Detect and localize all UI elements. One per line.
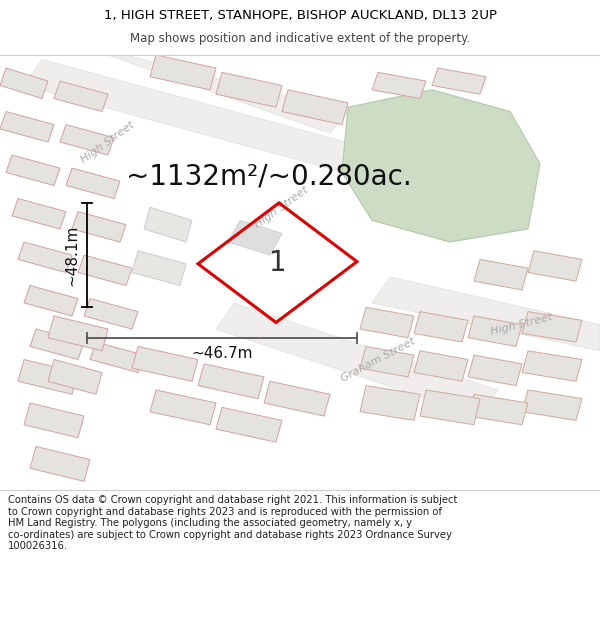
Polygon shape	[54, 81, 108, 111]
Polygon shape	[24, 403, 84, 437]
Polygon shape	[216, 408, 282, 442]
Polygon shape	[150, 390, 216, 425]
Text: Graham Street: Graham Street	[339, 336, 417, 383]
Polygon shape	[0, 68, 48, 99]
Polygon shape	[198, 364, 264, 399]
Polygon shape	[468, 316, 522, 346]
Polygon shape	[468, 355, 522, 386]
Polygon shape	[282, 90, 348, 124]
Polygon shape	[468, 394, 528, 425]
Polygon shape	[360, 308, 414, 338]
Polygon shape	[414, 312, 468, 342]
Bar	[0, 0, 600, 55]
Polygon shape	[24, 286, 78, 316]
Polygon shape	[108, 55, 348, 133]
Polygon shape	[132, 346, 198, 381]
Polygon shape	[48, 316, 108, 351]
Polygon shape	[84, 299, 138, 329]
Polygon shape	[420, 390, 480, 425]
Polygon shape	[522, 312, 582, 342]
Polygon shape	[360, 346, 414, 377]
Polygon shape	[18, 242, 72, 272]
Polygon shape	[414, 351, 468, 381]
Polygon shape	[522, 390, 582, 421]
Polygon shape	[0, 111, 54, 142]
Text: 1, HIGH STREET, STANHOPE, BISHOP AUCKLAND, DL13 2UP: 1, HIGH STREET, STANHOPE, BISHOP AUCKLAN…	[104, 9, 497, 22]
Polygon shape	[18, 359, 78, 394]
Polygon shape	[30, 446, 90, 481]
Text: ~1132m²/~0.280ac.: ~1132m²/~0.280ac.	[126, 162, 412, 191]
Text: High Street: High Street	[79, 119, 137, 164]
Text: Map shows position and indicative extent of the property.: Map shows position and indicative extent…	[130, 32, 470, 45]
Text: ~46.7m: ~46.7m	[191, 346, 253, 361]
Text: ~48.1m: ~48.1m	[64, 224, 79, 286]
Text: 1: 1	[269, 249, 287, 277]
Bar	[0, 490, 600, 625]
Polygon shape	[90, 342, 144, 372]
Polygon shape	[360, 386, 420, 421]
Polygon shape	[528, 251, 582, 281]
Polygon shape	[216, 303, 498, 416]
Polygon shape	[264, 381, 330, 416]
Polygon shape	[48, 359, 102, 394]
Polygon shape	[12, 199, 66, 229]
Polygon shape	[372, 72, 426, 99]
Polygon shape	[78, 255, 132, 286]
Polygon shape	[228, 220, 282, 255]
Polygon shape	[72, 212, 126, 242]
Polygon shape	[342, 90, 540, 242]
Polygon shape	[30, 329, 84, 359]
Polygon shape	[132, 251, 186, 286]
Bar	[0, 55, 600, 490]
Text: High Street: High Street	[490, 312, 554, 338]
Polygon shape	[144, 208, 192, 242]
Polygon shape	[66, 168, 120, 199]
Polygon shape	[474, 259, 528, 290]
Polygon shape	[522, 351, 582, 381]
Text: High Street: High Street	[253, 184, 311, 230]
Polygon shape	[6, 155, 60, 186]
Polygon shape	[150, 55, 216, 90]
Polygon shape	[216, 72, 282, 107]
Polygon shape	[372, 277, 600, 351]
Polygon shape	[24, 59, 378, 177]
Polygon shape	[60, 124, 114, 155]
Text: Contains OS data © Crown copyright and database right 2021. This information is : Contains OS data © Crown copyright and d…	[8, 495, 457, 551]
Polygon shape	[432, 68, 486, 94]
